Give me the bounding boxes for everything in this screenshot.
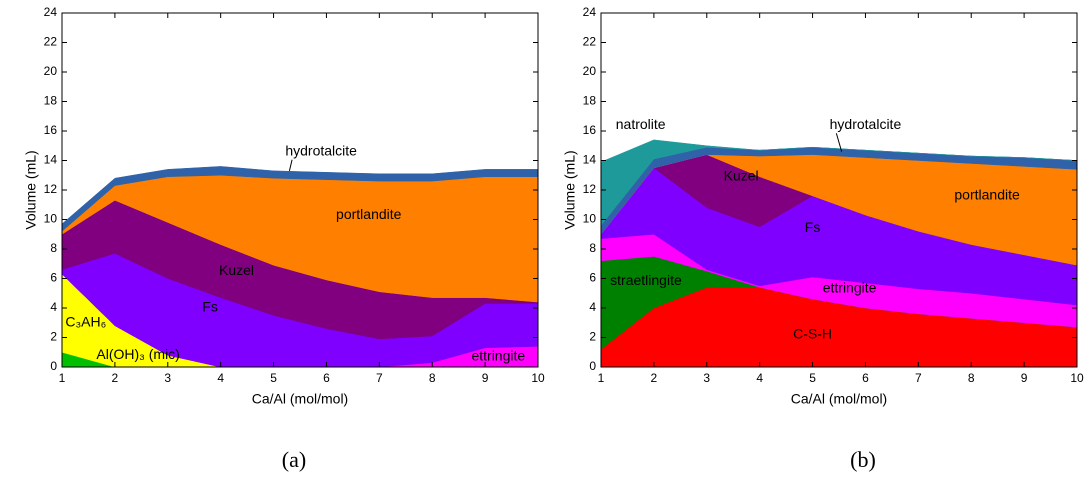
y-tick-label: 20 xyxy=(583,64,597,78)
x-axis-label: Ca/Al (mol/mol) xyxy=(791,391,887,407)
x-tick-label: 1 xyxy=(598,371,605,385)
x-tick-label: 5 xyxy=(809,371,816,385)
x-tick-label: 2 xyxy=(651,371,658,385)
series-label: C-S-H xyxy=(793,325,832,341)
area xyxy=(600,139,1078,227)
x-tick-label: 4 xyxy=(217,371,224,385)
series-label: ettringite xyxy=(471,347,525,363)
series-label: Kuzel xyxy=(219,262,254,278)
x-tick-label: 10 xyxy=(531,371,545,385)
series-label: portlandite xyxy=(336,206,402,222)
y-tick-label: 0 xyxy=(589,359,596,373)
y-axis-label: Volume (mL) xyxy=(23,150,39,229)
caption: (a) xyxy=(282,447,306,472)
y-tick-label: 22 xyxy=(44,35,58,49)
chart: C-S-H straetlingite ettringite Fs Kuzel portl… xyxy=(562,5,1084,472)
x-tick-label: 7 xyxy=(915,371,922,385)
y-tick-label: 8 xyxy=(589,241,596,255)
y-tick-label: 16 xyxy=(44,123,58,137)
x-tick-label: 3 xyxy=(703,371,710,385)
y-tick-label: 10 xyxy=(44,212,58,226)
series-label: Kuzel xyxy=(724,167,759,183)
x-tick-label: 2 xyxy=(112,371,119,385)
y-tick-label: 4 xyxy=(589,300,596,314)
y-tick-label: 8 xyxy=(50,241,57,255)
y-tick-label: 16 xyxy=(583,123,597,137)
x-tick-label: 6 xyxy=(862,371,869,385)
x-tick-label: 8 xyxy=(968,371,975,385)
y-tick-label: 12 xyxy=(44,182,58,196)
y-tick-label: 24 xyxy=(583,5,597,19)
x-tick-label: 1 xyxy=(59,371,66,385)
y-tick-label: 14 xyxy=(44,153,58,167)
x-tick-label: 3 xyxy=(164,371,171,385)
y-tick-label: 4 xyxy=(50,300,57,314)
y-tick-label: 18 xyxy=(583,94,597,108)
y-tick-label: 20 xyxy=(44,64,58,78)
y-tick-label: 22 xyxy=(583,35,597,49)
x-tick-label: 7 xyxy=(376,371,383,385)
x-tick-label: 9 xyxy=(482,371,489,385)
series-label: natrolite xyxy=(616,116,666,132)
series-label: Al(OH)₃ (mic) xyxy=(96,346,179,362)
x-tick-label: 10 xyxy=(1070,371,1084,385)
caption: (b) xyxy=(850,447,876,472)
y-tick-label: 10 xyxy=(583,212,597,226)
series-label: hydrotalcite xyxy=(285,142,357,158)
y-tick-label: 14 xyxy=(583,153,597,167)
series-label: C₃AH₆ xyxy=(65,313,106,329)
x-tick-label: 9 xyxy=(1021,371,1028,385)
series-label: Fs xyxy=(805,219,821,235)
chart: Al(OH)₃ (mic) C₃AH₆ ettringite Fs Kuzel portl… xyxy=(23,5,545,472)
x-tick-label: 5 xyxy=(270,371,277,385)
x-tick-label: 4 xyxy=(756,371,763,385)
x-tick-label: 6 xyxy=(323,371,330,385)
leader-line xyxy=(835,133,843,152)
x-tick-label: 8 xyxy=(429,371,436,385)
y-tick-label: 2 xyxy=(589,330,596,344)
y-tick-label: 24 xyxy=(44,5,58,19)
y-tick-label: 12 xyxy=(583,182,597,196)
series-label: Fs xyxy=(202,299,218,315)
y-tick-label: 0 xyxy=(50,359,57,373)
series-label: hydrotalcite xyxy=(830,116,902,132)
series-label: ettringite xyxy=(823,280,877,296)
y-tick-label: 18 xyxy=(44,94,58,108)
leader-line xyxy=(288,159,293,171)
series-label: portlandite xyxy=(954,187,1020,203)
y-tick-label: 6 xyxy=(50,271,57,285)
x-axis-label: Ca/Al (mol/mol) xyxy=(252,391,348,407)
y-tick-label: 2 xyxy=(50,330,57,344)
series-label: straetlingite xyxy=(610,272,682,288)
y-tick-label: 6 xyxy=(589,271,596,285)
y-axis-label: Volume (mL) xyxy=(562,150,578,229)
